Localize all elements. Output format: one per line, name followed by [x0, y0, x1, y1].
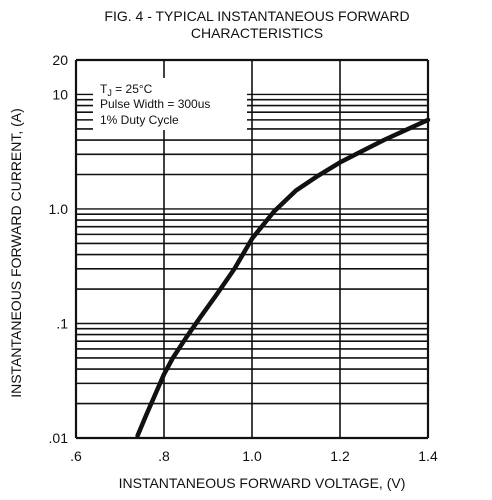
chart-title-line1: FIG. 4 - TYPICAL INSTANTANEOUS FORWARD [104, 8, 409, 24]
y-tick-label: .01 [49, 430, 69, 446]
annotation-duty-cycle: 1% Duty Cycle [100, 113, 179, 127]
x-tick-label: .6 [70, 448, 82, 464]
forward-current-curve [135, 117, 431, 438]
x-axis-label: INSTANTANEOUS FORWARD VOLTAGE, (V) [119, 475, 406, 491]
annotation-tj: TJ = 25°C [100, 82, 153, 98]
chart-title-line2: CHARACTERISTICS [191, 25, 323, 41]
y-axis-label: INSTANTANEOUS FORWARD CURRENT, (A) [8, 108, 24, 398]
y-tick-label: 20 [52, 52, 68, 68]
x-tick-label: 1.4 [418, 448, 438, 464]
x-tick-label: 1.2 [330, 448, 350, 464]
grid-lines [74, 58, 430, 440]
annotation-pulse-width: Pulse Width = 300us [100, 97, 210, 111]
y-tick-label: 10 [52, 86, 68, 102]
tick-labels: .6 .8 1.0 1.2 1.4 .01 .1 1.0 10 20 [49, 52, 438, 464]
y-tick-label: .1 [56, 315, 68, 331]
x-tick-label: 1.0 [242, 448, 262, 464]
y-tick-label: 1.0 [49, 201, 69, 217]
annotation-box [93, 78, 247, 130]
x-tick-label: .8 [158, 448, 170, 464]
